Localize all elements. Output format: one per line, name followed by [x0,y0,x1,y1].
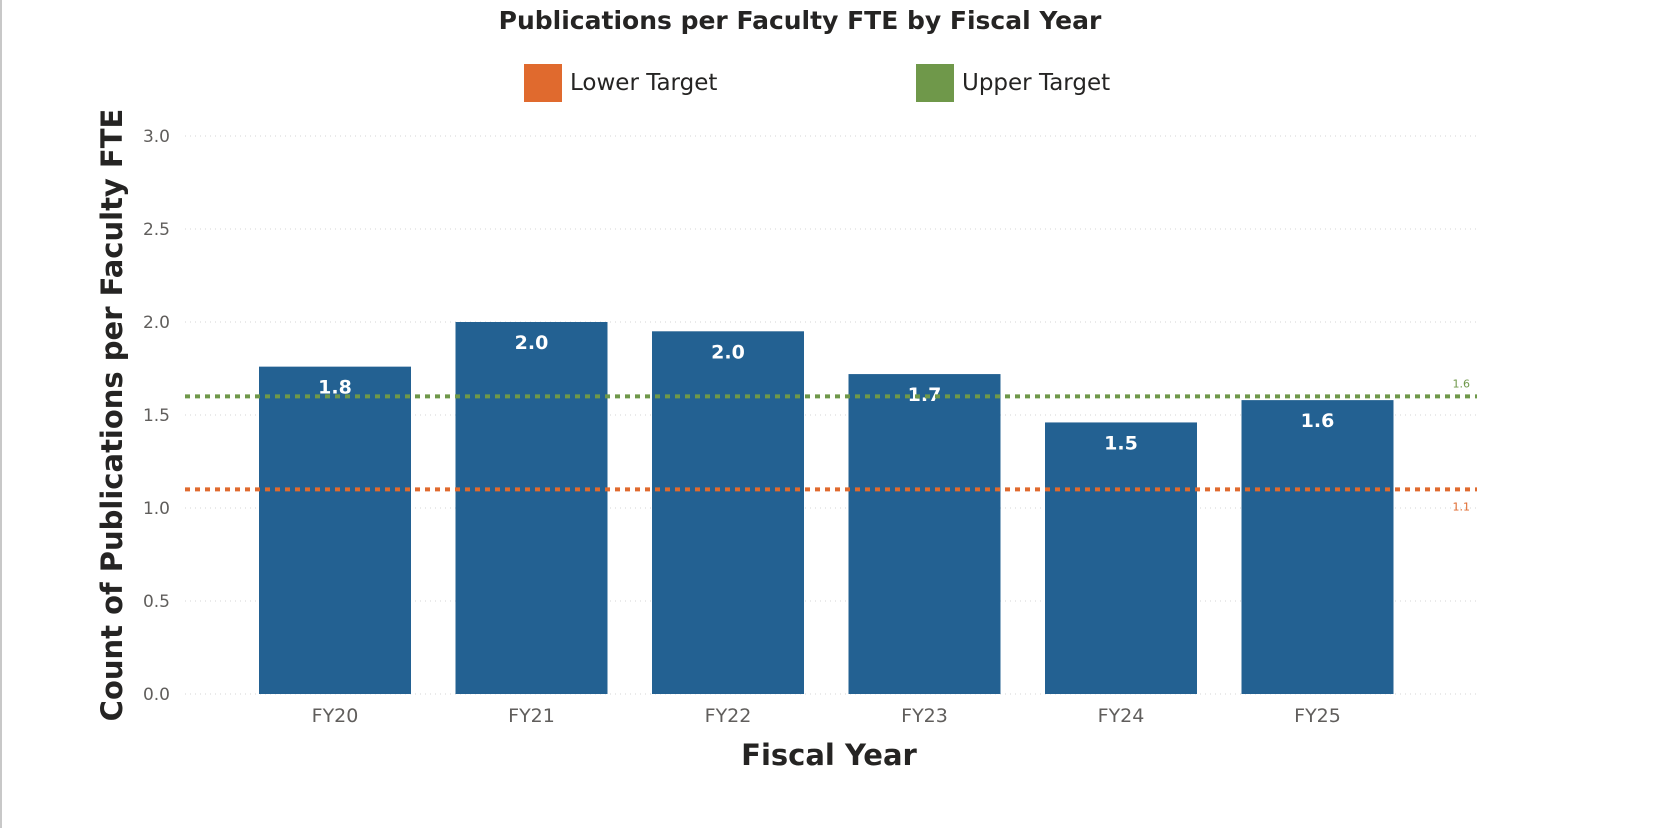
x-tick-label: FY21 [508,705,555,727]
bar-fy23 [848,374,1001,694]
bar-fy22 [652,331,804,694]
legend-item-upper-target[interactable]: Upper Target [916,64,1110,102]
x-tick-label: FY24 [1098,705,1145,727]
bar-fy25 [1241,400,1394,694]
bar-fy20 [259,366,411,694]
x-tick-label: FY22 [705,705,752,727]
data-label: 2.0 [711,341,745,363]
legend-label-upper: Upper Target [962,70,1111,96]
legend-label-lower: Lower Target [570,70,718,96]
y-tick-label: 3.0 [143,127,170,147]
data-label: 2.0 [515,332,549,354]
reference-line-label: 1.6 [1453,377,1471,390]
chart-title: Publications per Faculty FTE by Fiscal Y… [498,6,1102,35]
data-label: 1.5 [1104,432,1138,454]
y-axis-title: Count of Publications per Faculty FTE [95,109,129,722]
y-tick-label: 2.0 [143,313,170,333]
bar-fy24 [1045,422,1197,694]
x-axis-title: Fiscal Year [741,738,917,772]
bar-fy21 [455,322,608,694]
x-tick-label: FY20 [312,705,359,727]
legend-item-lower-target[interactable]: Lower Target [524,64,717,102]
data-label: 1.7 [908,384,942,406]
y-tick-label: 1.5 [143,406,170,426]
data-label: 1.6 [1301,410,1335,432]
legend-swatch-upper [916,64,954,102]
y-tick-label: 2.5 [143,220,170,240]
y-tick-label: 0.0 [143,685,170,705]
legend-swatch-lower [524,64,562,102]
reference-line-label: 1.1 [1453,500,1471,513]
x-tick-label: FY25 [1294,705,1341,727]
y-tick-label: 1.0 [143,499,170,519]
frame-border [0,0,2,828]
y-tick-label: 0.5 [143,592,170,612]
x-tick-label: FY23 [901,705,948,727]
data-label: 1.8 [318,377,352,399]
